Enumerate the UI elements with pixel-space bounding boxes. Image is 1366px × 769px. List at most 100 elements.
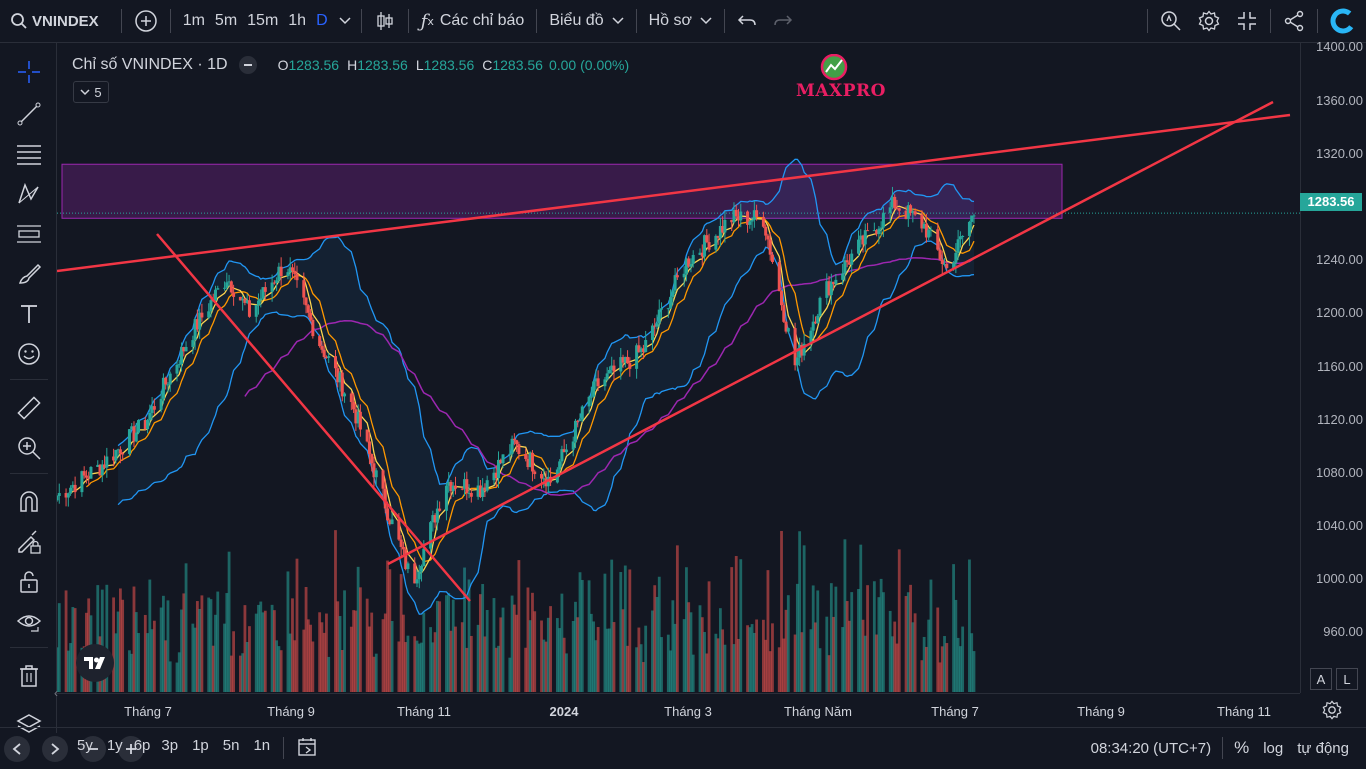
candle-body	[137, 420, 141, 433]
interval-15m[interactable]: 15m	[247, 12, 279, 29]
zoom-in-button[interactable]	[118, 736, 144, 762]
volume-bar	[162, 595, 165, 692]
range-5y[interactable]: 5y	[77, 737, 93, 754]
divider	[1317, 9, 1318, 33]
scroll-left-button[interactable]	[4, 736, 30, 762]
interval-dropdown[interactable]	[333, 0, 357, 42]
symbol-search-button[interactable]: VNINDEX	[0, 0, 107, 42]
pattern-tool[interactable]	[10, 177, 48, 211]
magnet-tool[interactable]	[10, 485, 48, 519]
auto-scale-button[interactable]: A	[1310, 668, 1332, 690]
bottom-right-group: 08:34:20 (UTC+7) % log tự động	[1084, 737, 1356, 759]
candle-body	[257, 300, 261, 305]
price-chart[interactable]	[57, 43, 1300, 693]
interval-1m[interactable]: 1m	[182, 12, 205, 29]
candle-body	[684, 258, 688, 274]
zoom-tool[interactable]	[10, 431, 48, 465]
log-scale-button[interactable]: L	[1336, 668, 1358, 690]
brand-logo[interactable]	[1322, 0, 1366, 42]
candle-body	[669, 297, 673, 309]
log-scale-toggle[interactable]: log	[1263, 739, 1284, 757]
range-1y[interactable]: 1y	[106, 737, 123, 754]
candles-icon	[374, 10, 396, 32]
fullscreen-button[interactable]	[1228, 0, 1266, 42]
projection-tool[interactable]	[10, 217, 48, 251]
symbol-title[interactable]: Chỉ số VNINDEX · 1D	[72, 56, 228, 73]
hide-drawings-tool[interactable]	[10, 605, 48, 639]
chart-pane[interactable]	[57, 43, 1300, 693]
candle-body	[401, 546, 405, 550]
scroll-right-button[interactable]	[42, 736, 68, 762]
tradingview-logo[interactable]	[76, 644, 114, 682]
volume-bar	[417, 643, 421, 692]
share-button[interactable]	[1275, 0, 1313, 42]
interval-1h[interactable]: 1h	[288, 12, 307, 29]
interval-d[interactable]: D	[316, 12, 328, 29]
candle-body	[795, 357, 799, 366]
text-tool[interactable]	[10, 297, 48, 331]
volume-bar	[777, 647, 781, 692]
range-6m[interactable]: 6p	[133, 737, 151, 754]
volume-bar	[762, 619, 765, 692]
stay-drawing-tool[interactable]	[10, 525, 48, 559]
auto-scale-toggle[interactable]: tự động	[1297, 739, 1349, 757]
volume-bar	[816, 590, 820, 692]
volume-bar	[850, 592, 854, 692]
candle-body	[89, 466, 93, 479]
volume-bar	[829, 583, 833, 692]
interval-5m[interactable]: 5m	[214, 12, 238, 29]
candle-body	[936, 229, 940, 250]
candle-body	[449, 481, 453, 492]
trendline-tool[interactable]	[10, 97, 48, 131]
time-axis[interactable]: Tháng 7 Tháng 9 Tháng 11 2024 Tháng 3 Th…	[57, 693, 1300, 728]
measure-tool[interactable]	[10, 391, 48, 425]
candle-body	[381, 470, 385, 489]
range-1d[interactable]: 1n	[253, 737, 271, 754]
fib-tool[interactable]	[10, 137, 48, 171]
remove-drawings-tool[interactable]	[10, 659, 48, 693]
candle-body	[413, 563, 417, 584]
volume-bar	[795, 583, 799, 692]
volume-bar	[352, 610, 355, 692]
price-axis[interactable]: 1400.00 1360.00 1320.00 1240.00 1200.00 …	[1300, 39, 1366, 693]
volume-bar	[929, 579, 933, 692]
candle-body	[786, 328, 790, 332]
goto-date-button[interactable]	[290, 737, 326, 761]
settings-button[interactable]	[1190, 0, 1228, 42]
candle-body	[309, 312, 313, 320]
volume-bar	[463, 567, 466, 692]
range-5d[interactable]: 5n	[222, 737, 240, 754]
lock-drawings-tool[interactable]	[10, 565, 48, 599]
brush-tool[interactable]	[10, 257, 48, 291]
redo-button[interactable]	[765, 0, 801, 42]
collapse-toolbar-icon[interactable]: ‹	[54, 686, 58, 700]
compare-symbol-button[interactable]	[126, 0, 166, 42]
clock-timezone[interactable]: 08:34:20 (UTC+7)	[1090, 739, 1212, 757]
range-3m[interactable]: 3p	[161, 737, 179, 754]
candle-body	[417, 571, 421, 580]
axis-settings-button[interactable]	[1322, 700, 1342, 725]
volume-bar	[229, 655, 233, 692]
range-1m[interactable]: 1p	[192, 737, 209, 754]
quick-search-button[interactable]	[1152, 0, 1190, 42]
trendline-icon	[16, 101, 42, 127]
undo-button[interactable]	[729, 0, 765, 42]
chart-type-menu[interactable]: Biểu đồ	[541, 0, 631, 42]
candle-body	[675, 275, 679, 278]
emoji-tool[interactable]	[10, 337, 48, 371]
candle-style-button[interactable]	[366, 0, 404, 42]
symbol-name: VNINDEX	[32, 12, 99, 30]
candle-body	[641, 348, 645, 352]
candle-body	[467, 492, 471, 494]
crosshair-tool[interactable]	[10, 55, 48, 89]
profile-menu[interactable]: Hồ sơ	[641, 0, 720, 42]
bollinger-upper	[117, 158, 975, 485]
percent-scale-button[interactable]: %	[1234, 738, 1250, 757]
volume-bar	[306, 619, 310, 692]
candle-body	[800, 344, 804, 356]
zoom-out-button[interactable]	[80, 736, 106, 762]
indicators-toggle[interactable]: 5	[73, 81, 109, 103]
divider	[360, 9, 362, 33]
volume-bar	[675, 545, 679, 692]
